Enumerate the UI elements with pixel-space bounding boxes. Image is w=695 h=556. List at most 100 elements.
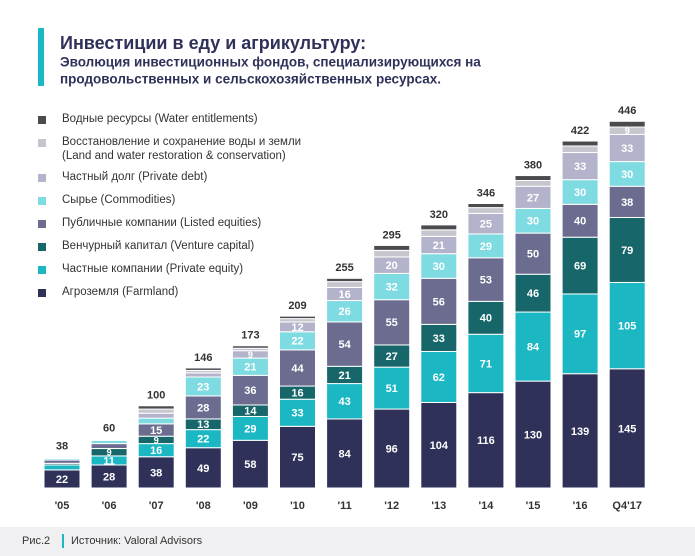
data-label: 104 (430, 440, 449, 452)
legend-swatch (38, 139, 46, 147)
legend-label: Частные компании (Private equity) (62, 263, 244, 275)
x-tick-label: Q4'17 (612, 500, 642, 512)
data-label: 12 (291, 322, 303, 334)
bar-segment (420, 351, 458, 403)
bar-segment (608, 281, 646, 370)
bar-segment (467, 392, 505, 489)
data-label: 20 (386, 260, 398, 272)
data-label: 9 (106, 447, 111, 458)
data-label: 29 (244, 423, 256, 435)
legend-swatch (38, 220, 46, 228)
bar-segment (231, 374, 269, 406)
total-label: 380 (524, 159, 542, 171)
bar-segment (467, 203, 505, 209)
data-label: 38 (150, 467, 162, 479)
data-label: 22 (197, 434, 209, 446)
data-label: 53 (480, 274, 492, 286)
data-label: 22 (291, 336, 303, 348)
legend-item: Венчурный капитал (Venture capital) (38, 239, 378, 262)
data-label: 62 (433, 372, 445, 384)
data-label: 27 (386, 351, 398, 363)
legend-swatch (38, 243, 46, 251)
data-label: 27 (527, 192, 539, 204)
x-tick-label: '16 (573, 500, 588, 512)
x-tick-label: '11 (337, 500, 351, 512)
bar-segment (184, 447, 222, 489)
bar-segment (561, 236, 599, 295)
data-label: 28 (197, 402, 209, 414)
legend-swatch (38, 197, 46, 205)
bar-segment (561, 152, 599, 181)
bar-segment (279, 398, 316, 427)
legend-swatch (38, 266, 46, 274)
data-label: 21 (433, 240, 445, 252)
bar-segment (90, 443, 128, 450)
x-tick-label: '09 (243, 500, 258, 512)
bar-segment (373, 244, 411, 251)
bar-segment (373, 272, 411, 301)
data-label: 9 (248, 349, 253, 360)
data-label: 9 (625, 125, 630, 136)
legend: Водные ресурсы (Water entitlements) Восст… (38, 112, 378, 308)
data-label: 21 (338, 370, 350, 382)
bar-segment (279, 315, 316, 320)
legend-label: Частный долг (Private debt) (62, 171, 208, 183)
data-label: 28 (103, 471, 115, 483)
data-label: 130 (524, 429, 542, 441)
bar-segment (514, 179, 552, 187)
data-label: 9 (154, 434, 159, 445)
data-label: 75 (291, 452, 303, 464)
bar-segment (137, 417, 175, 425)
total-label: 320 (430, 209, 448, 221)
data-label: 16 (150, 445, 162, 457)
footer-band (0, 527, 695, 556)
data-label: 11 (103, 455, 115, 467)
bar-segment (326, 277, 364, 283)
bar-segment (43, 464, 81, 471)
total-label: 295 (383, 229, 401, 241)
legend-item: Частный долг (Private debt) (38, 170, 378, 193)
data-label: 58 (244, 459, 256, 471)
bar-segment (137, 408, 175, 414)
bar-segment (373, 366, 411, 410)
footer-separator (62, 534, 64, 548)
bar-segment (137, 456, 175, 489)
legend-swatch (38, 174, 46, 182)
bar-segment (373, 299, 411, 346)
bar-segment (514, 311, 552, 382)
data-label: 96 (386, 443, 398, 455)
data-label: 25 (480, 219, 492, 231)
data-label: 21 (244, 362, 256, 374)
data-label: 33 (621, 143, 633, 155)
data-label: 43 (338, 396, 350, 408)
legend-label: Агроземля (Farmland) (62, 286, 179, 298)
data-label: 97 (574, 329, 586, 341)
data-label: 30 (621, 169, 633, 181)
data-label: 26 (338, 306, 350, 318)
bar-segment (514, 232, 552, 275)
bar-segment (420, 253, 458, 279)
bar-segment (420, 229, 458, 237)
bar-segment (43, 456, 81, 459)
legend-item: Водные ресурсы (Water entitlements) (38, 112, 378, 135)
bar-segment (467, 300, 505, 335)
data-label: 30 (527, 216, 539, 228)
data-label: 116 (477, 435, 495, 447)
legend-item: Агроземля (Farmland) (38, 285, 378, 308)
data-label: 30 (574, 187, 586, 199)
legend-label: Водные ресурсы (Water entitlements) (62, 113, 258, 125)
data-label: 84 (527, 341, 540, 353)
bar-segment (608, 161, 646, 187)
data-label: 15 (150, 425, 162, 437)
data-label: 14 (244, 406, 257, 418)
data-label: 69 (574, 260, 586, 272)
data-label: 38 (621, 197, 633, 209)
data-label: 32 (386, 281, 398, 293)
data-label: 30 (433, 261, 445, 273)
data-label: 71 (480, 358, 492, 370)
accent-bar (38, 28, 44, 86)
total-label: 422 (571, 125, 589, 137)
x-tick-label: '07 (149, 500, 164, 512)
data-label: 139 (571, 426, 589, 438)
